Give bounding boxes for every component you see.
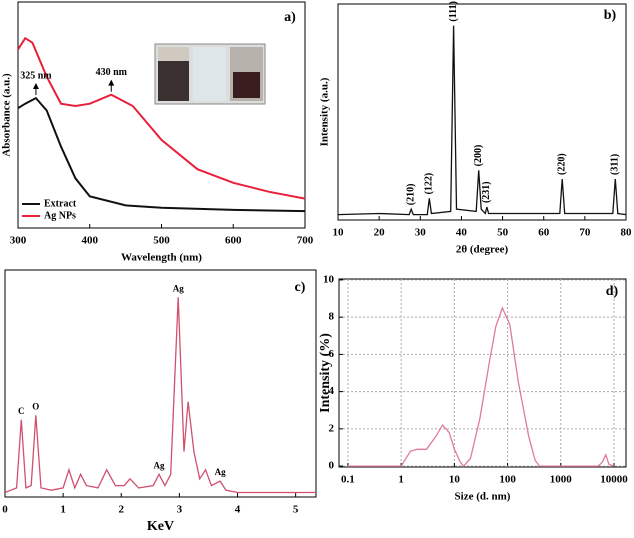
x-tick-label: 80	[621, 227, 633, 239]
y-axis-title: Intensity (%)	[318, 333, 333, 413]
x-tick-label: 10	[333, 227, 345, 239]
x-tick-label: 50	[497, 227, 509, 239]
x-tick-label: 0	[2, 504, 8, 516]
x-tick-label: 3	[177, 504, 183, 516]
y-tick-label: 6	[329, 348, 335, 360]
panel-label: d)	[606, 284, 619, 299]
plot-frame	[337, 3, 627, 221]
plot-frame	[338, 278, 627, 468]
y-axis-title: Intensity (a.u.)	[319, 77, 331, 146]
x-axis-title: KeV	[147, 519, 174, 534]
x-tick-label: 10000	[600, 474, 628, 486]
x-tick-label: 100	[499, 474, 516, 486]
x-tick-label: 1	[60, 504, 66, 516]
y-axis-title: Absorbance (a.u.)	[1, 73, 13, 157]
x-tick-label: 5	[293, 504, 299, 516]
peak-label: (122)	[424, 173, 435, 195]
peak-label: (311)	[610, 154, 621, 175]
data-line	[337, 25, 627, 216]
peak-label: Ag	[173, 283, 184, 293]
x-tick-label: 2	[119, 504, 125, 516]
y-tick-label: 8	[329, 311, 335, 323]
y-tick-label: 10	[323, 273, 335, 285]
peak-label: (200)	[473, 145, 484, 167]
x-tick-label: 1	[398, 474, 404, 486]
peak-label: (220)	[557, 153, 568, 175]
x-tick-label: 300	[10, 235, 27, 247]
data-line	[4, 297, 316, 494]
peak-label: (111)	[448, 1, 459, 22]
x-tick-label: 4	[235, 504, 241, 516]
y-tick-label: 4	[329, 385, 335, 397]
x-tick-label: 600	[225, 235, 242, 247]
peak-label: Ag	[215, 467, 226, 477]
x-tick-label: 10	[449, 474, 461, 486]
x-tick-label: 70	[579, 227, 591, 239]
panel-label: a)	[284, 10, 296, 25]
x-axis-title: Size (d. nm)	[455, 491, 511, 503]
peak-label: Ag	[154, 460, 165, 470]
x-tick-label: 400	[82, 235, 99, 247]
panel-label: b)	[604, 8, 617, 23]
peak-label: O	[32, 401, 39, 411]
plot-frame	[17, 1, 306, 229]
arrow-head	[108, 79, 115, 86]
inset-photo	[154, 43, 266, 105]
peak-label: (210)	[406, 184, 417, 206]
legend-label: Ag NPs	[44, 210, 76, 221]
data-line	[17, 36, 306, 200]
x-axis-title: 2θ (degree)	[456, 244, 509, 256]
y-tick-label: 0	[329, 460, 335, 472]
x-tick-label: 700	[297, 235, 314, 247]
y-tick-label: 2	[329, 422, 335, 434]
x-tick-label: 40	[456, 227, 468, 239]
x-tick-label: 500	[153, 235, 170, 247]
x-axis-title: Wavelength (nm)	[121, 252, 202, 264]
data-line	[347, 306, 615, 468]
legend-label: Extract	[44, 198, 77, 209]
x-tick-label: 0.1	[341, 474, 355, 486]
x-tick-label: 60	[538, 227, 550, 239]
peak-label: (231)	[481, 181, 492, 203]
plot-frame	[4, 269, 317, 498]
x-tick-label: 30	[415, 227, 427, 239]
annotation: 325 nm	[20, 70, 52, 81]
x-tick-label: 20	[374, 227, 386, 239]
arrow-head	[32, 83, 39, 90]
x-tick-label: 1000	[550, 474, 573, 486]
data-line	[17, 96, 306, 213]
annotation: 430 nm	[96, 67, 128, 78]
panel-label: c)	[295, 280, 306, 295]
peak-label: C	[18, 406, 25, 416]
